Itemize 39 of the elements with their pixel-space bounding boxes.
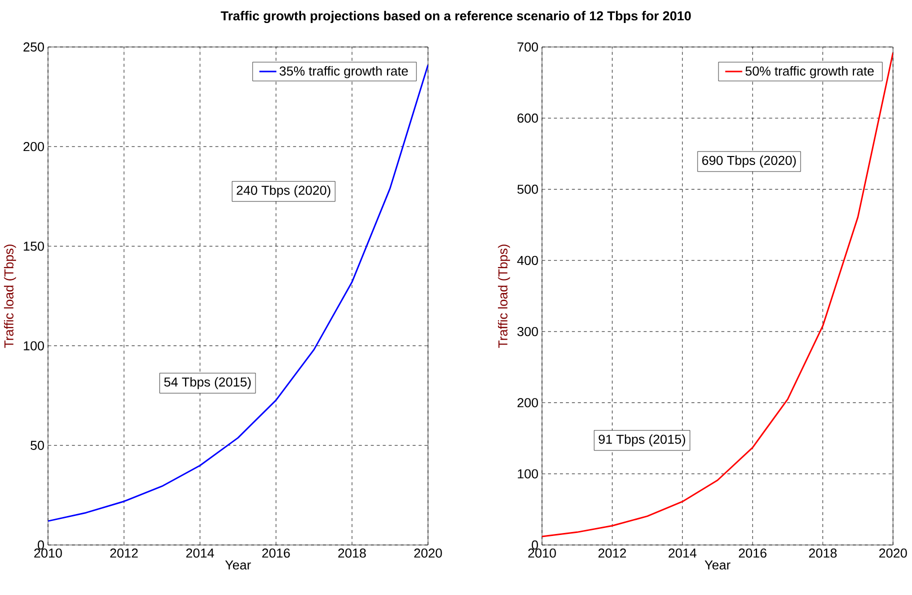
x-tick-label: 2016 [262, 548, 290, 558]
text: Traffic growth projections based on a reference scenario of 12 Tbps for 2010 [220, 10, 691, 24]
y-tick-label: 250 [24, 42, 44, 52]
y-tick-label: 200 [518, 398, 538, 408]
line-series [48, 64, 428, 522]
x-axis-title: Year [704, 560, 730, 570]
line-series [542, 52, 894, 538]
y-tick-label: 0 [532, 540, 538, 550]
y-tick-label: 300 [517, 326, 538, 336]
x-tick-label: 2014 [186, 548, 214, 558]
y-tick-label: 600 [518, 114, 538, 123]
x-axis-title: Year [225, 560, 251, 570]
annotation: 91 Tbps (2015) [598, 434, 686, 446]
x-tick-label: 2016 [738, 548, 766, 558]
y-tick-label: 100 [24, 341, 44, 350]
x-tick-label: 2010 [34, 548, 62, 558]
x-tick-label: 2014 [668, 548, 696, 558]
x-tick-label: 2012 [110, 548, 138, 558]
y-axis-title: Traffic load (Tbps) [498, 244, 510, 348]
y-tick-label: 200 [24, 142, 44, 152]
y-tick-label: 0 [38, 540, 44, 550]
y-tick-label: 50 [30, 440, 44, 450]
annotation: 54 Tbps (2015) [164, 377, 251, 390]
y-tick-label: 100 [518, 469, 538, 478]
legend-label: 50% traffic growth rate [745, 66, 874, 78]
y-tick-label: 500 [517, 184, 538, 194]
x-tick-label: 2020 [879, 548, 907, 558]
y-tick-label: 700 [518, 42, 538, 52]
annotation: 240 Tbps (2020) [236, 185, 330, 198]
x-tick-label: 2018 [809, 548, 837, 558]
y-axis-title: Traffic load (Tbps) [4, 244, 16, 348]
annotation: 690 Tbps (2020) [702, 155, 796, 168]
x-tick-label: 2020 [414, 548, 442, 558]
x-tick-label: 2012 [598, 548, 626, 558]
x-tick-label: 2018 [338, 548, 366, 558]
x-tick-label: 2010 [528, 548, 556, 558]
legend-label: 35% traffic growth rate [280, 66, 408, 78]
y-tick-label: 150 [24, 242, 44, 251]
y-tick-label: 400 [517, 256, 538, 265]
